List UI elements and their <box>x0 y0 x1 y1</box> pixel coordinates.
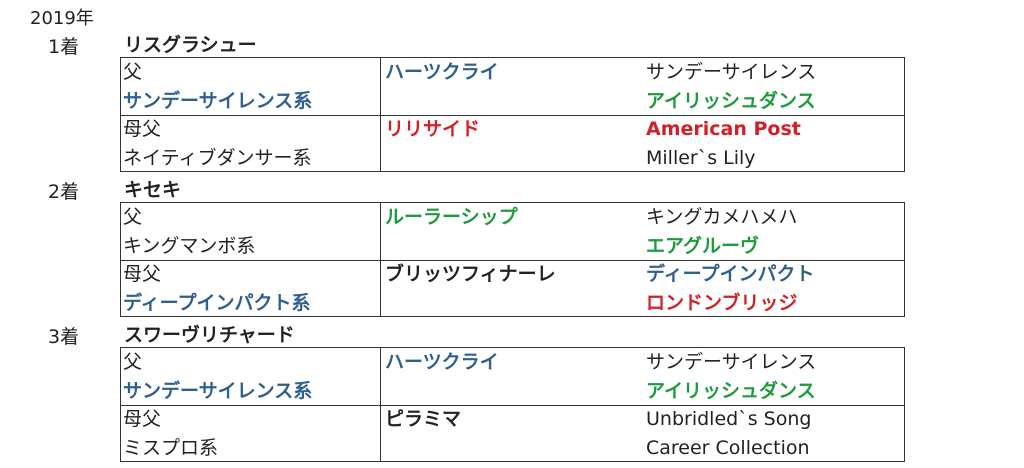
finish-rank: 3着 <box>48 326 80 348</box>
parent-dam: アイリッシュダンス <box>646 380 816 402</box>
parent-sire: ディープインパクト <box>646 263 815 285</box>
role-label: 母父 <box>123 408 162 430</box>
role-label: 母父 <box>123 263 162 285</box>
horse-title: スワーヴリチャード <box>124 324 295 346</box>
parent-sire: Unbridled`s Song <box>646 408 812 430</box>
dam-sire-row: 母父 ディープインパクト系 ブリッツフィナーレ ディープインパクト ロンドンブリ… <box>121 260 904 317</box>
horse-cell: ブリッツフィナーレ <box>385 260 645 289</box>
sire-line: ミスプロ系 <box>123 437 219 459</box>
role-label: 父 <box>123 351 143 373</box>
finish-rank: 1着 <box>48 36 80 58</box>
horse-cell: リリサイド <box>385 115 645 144</box>
sire-row: 父 サンデーサイレンス系 ハーツクライ サンデーサイレンス アイリッシュダンス <box>121 348 904 406</box>
parents-cell: Unbridled`s Song Career Collection <box>646 405 904 463</box>
role-label: 父 <box>123 206 143 228</box>
sire-line: サンデーサイレンス系 <box>123 380 313 402</box>
sire-row: 父 サンデーサイレンス系 ハーツクライ サンデーサイレンス アイリッシュダンス <box>121 58 904 116</box>
horse-name: ハーツクライ <box>385 61 499 83</box>
horse-cell: ピラミマ <box>385 405 645 434</box>
horse-name: ピラミマ <box>385 408 462 430</box>
parent-sire: American Post <box>646 118 801 140</box>
role-label: 母父 <box>123 118 162 140</box>
parents-cell: American Post Miller`s Lily <box>646 115 904 173</box>
pedigree-table: 父 キングマンボ系 ルーラーシップ キングカメハメハ エアグルーヴ 母父 ディー… <box>120 202 905 317</box>
horse-title: リスグラシュー <box>124 34 257 56</box>
sire-line: キングマンボ系 <box>123 235 256 257</box>
parents-cell: サンデーサイレンス アイリッシュダンス <box>646 58 904 116</box>
dam-sire-row: 母父 ミスプロ系 ピラミマ Unbridled`s Song Career Co… <box>121 405 904 462</box>
parent-dam: Miller`s Lily <box>646 147 756 169</box>
lineage-cell: 母父 ミスプロ系 <box>121 405 381 462</box>
horse-cell: ハーツクライ <box>385 348 645 377</box>
lineage-cell: 父 サンデーサイレンス系 <box>121 58 381 115</box>
parents-cell: キングカメハメハ エアグルーヴ <box>646 203 904 261</box>
pedigree-table: 父 サンデーサイレンス系 ハーツクライ サンデーサイレンス アイリッシュダンス … <box>120 57 905 172</box>
lineage-cell: 父 キングマンボ系 <box>121 203 381 260</box>
sire-line: ディープインパクト系 <box>123 292 311 314</box>
dam-sire-row: 母父 ネイティブダンサー系 リリサイド American Post Miller… <box>121 115 904 172</box>
pedigree-table: 父 サンデーサイレンス系 ハーツクライ サンデーサイレンス アイリッシュダンス … <box>120 347 905 462</box>
horse-name: リリサイド <box>385 118 481 140</box>
lineage-cell: 父 サンデーサイレンス系 <box>121 348 381 405</box>
horse-name: ブリッツフィナーレ <box>385 263 556 285</box>
horse-cell: ハーツクライ <box>385 58 645 87</box>
horse-title: キセキ <box>124 179 182 201</box>
sire-line: サンデーサイレンス系 <box>123 90 313 112</box>
horse-cell: ルーラーシップ <box>385 203 645 232</box>
parent-dam: アイリッシュダンス <box>646 90 816 112</box>
parent-dam: Career Collection <box>646 437 810 459</box>
sire-row: 父 キングマンボ系 ルーラーシップ キングカメハメハ エアグルーヴ <box>121 203 904 261</box>
parents-cell: ディープインパクト ロンドンブリッジ <box>646 260 904 318</box>
sire-line: ネイティブダンサー系 <box>123 147 312 169</box>
parent-dam: ロンドンブリッジ <box>646 292 798 314</box>
parents-cell: サンデーサイレンス アイリッシュダンス <box>646 348 904 406</box>
lineage-cell: 母父 ディープインパクト系 <box>121 260 381 317</box>
parent-dam: エアグルーヴ <box>646 235 760 257</box>
horse-name: ルーラーシップ <box>385 206 518 228</box>
parent-sire: キングカメハメハ <box>646 206 798 228</box>
finish-rank: 2着 <box>48 181 80 203</box>
lineage-cell: 母父 ネイティブダンサー系 <box>121 115 381 172</box>
horse-name: ハーツクライ <box>385 351 499 373</box>
year-heading: 2019年 <box>30 8 94 29</box>
parent-sire: サンデーサイレンス <box>646 61 817 83</box>
role-label: 父 <box>123 61 143 83</box>
parent-sire: サンデーサイレンス <box>646 351 817 373</box>
